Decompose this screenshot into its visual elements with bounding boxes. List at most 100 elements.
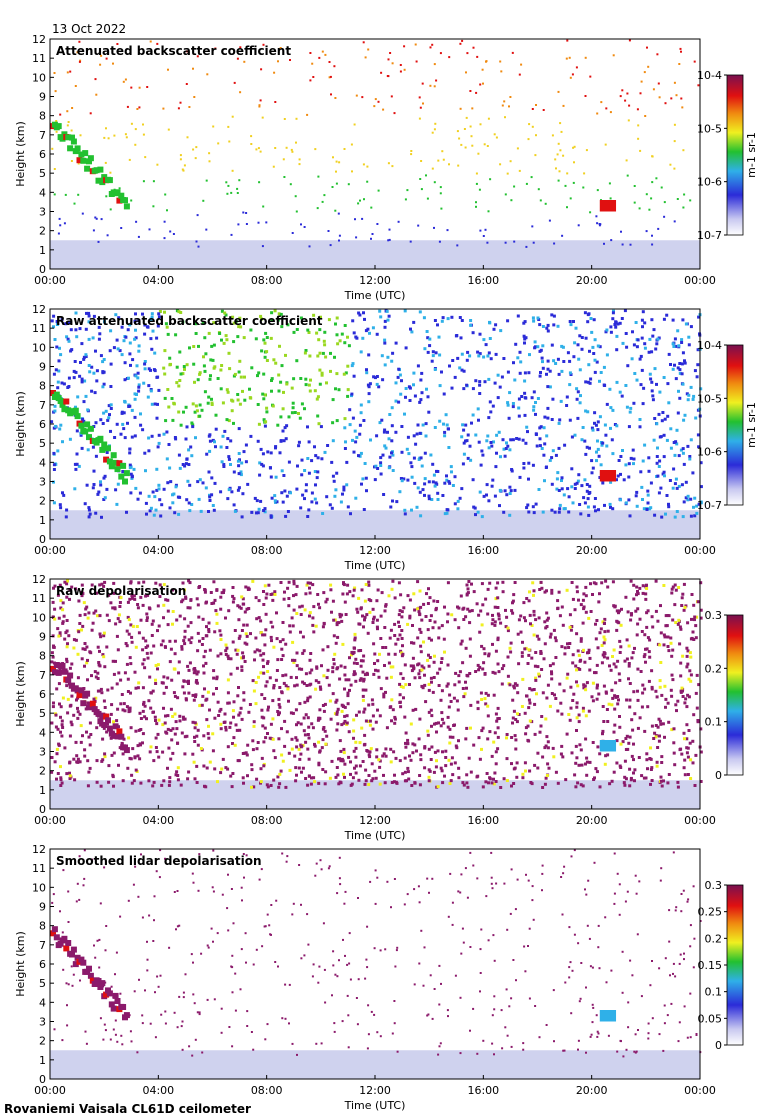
panel-title: Raw attenuated backscatter coefficient	[56, 314, 323, 328]
y-axis-label: Height (km)	[14, 661, 27, 727]
colorbar-tick-label: 10-7	[697, 499, 722, 512]
y-tick-label: 8	[39, 920, 46, 933]
y-tick-label: 11	[32, 322, 46, 335]
x-tick-label: 04:00	[142, 1084, 174, 1097]
y-tick-label: 3	[39, 746, 46, 759]
y-tick-label: 8	[39, 380, 46, 393]
y-tick-label: 4	[39, 186, 46, 199]
y-tick-label: 6	[39, 688, 46, 701]
colorbar-tick-label: 10-5	[697, 122, 722, 135]
heatmap-cells	[50, 579, 703, 789]
y-tick-label: 2	[39, 1035, 46, 1048]
y-tick-label: 8	[39, 650, 46, 663]
boundary-layer-band	[50, 1050, 700, 1079]
plot-frame	[49, 38, 701, 270]
heatmap-cells	[51, 39, 700, 248]
heatmap-cells	[50, 309, 703, 519]
y-tick-label: 9	[39, 901, 46, 914]
x-tick-label: 04:00	[142, 814, 174, 827]
colorbar-tick-label: 10-5	[697, 392, 722, 405]
x-tick-label: 08:00	[251, 544, 283, 557]
panel-title: Smoothed lidar depolarisation	[56, 854, 262, 868]
x-tick-label: 00:00	[34, 544, 66, 557]
x-tick-label: 00:00	[34, 1084, 66, 1097]
x-tick-label: 12:00	[359, 1084, 391, 1097]
cloud-feature	[50, 926, 617, 1022]
y-tick-label: 5	[39, 437, 46, 450]
y-tick-label: 6	[39, 148, 46, 161]
y-tick-label: 12	[32, 33, 46, 46]
y-tick-label: 10	[32, 71, 46, 84]
colorbar-tick-label: 0.1	[705, 716, 723, 729]
y-tick-label: 0	[39, 533, 46, 546]
y-tick-label: 3	[39, 206, 46, 219]
y-tick-label: 9	[39, 91, 46, 104]
x-tick-label: 00:00	[684, 544, 716, 557]
colorbar-tick-label: 0.2	[705, 662, 723, 675]
colorbar-unit: m-1 sr-1	[745, 132, 758, 178]
x-tick-label: 00:00	[34, 814, 66, 827]
boundary-layer-band	[50, 510, 700, 539]
x-tick-label: 08:00	[251, 1084, 283, 1097]
colorbar-tick-label: 10-4	[697, 69, 722, 82]
y-axis-label: Height (km)	[14, 391, 27, 457]
y-tick-label: 4	[39, 726, 46, 739]
colorbar-tick-label: 0.2	[705, 932, 723, 945]
boundary-layer-band	[50, 240, 700, 269]
y-tick-label: 11	[32, 52, 46, 65]
y-tick-label: 5	[39, 977, 46, 990]
y-tick-label: 9	[39, 361, 46, 374]
colorbar	[726, 344, 744, 506]
boundary-layer-band	[50, 780, 700, 809]
cloud-right	[599, 1010, 617, 1022]
colorbar-tick-label: 10-6	[697, 446, 722, 459]
date-label: 13 Oct 2022	[52, 22, 126, 36]
y-tick-label: 3	[39, 1016, 46, 1029]
y-tick-label: 11	[32, 592, 46, 605]
x-tick-label: 04:00	[142, 274, 174, 287]
colorbar-tick-label: 0.3	[705, 879, 723, 892]
x-tick-label: 00:00	[684, 814, 716, 827]
colorbar	[726, 884, 744, 1046]
colorbar	[726, 614, 744, 776]
y-tick-label: 7	[39, 129, 46, 142]
colorbar-tick-label: 0.05	[698, 1012, 723, 1025]
y-tick-label: 10	[32, 611, 46, 624]
colorbar-tick-label: 10-7	[697, 229, 722, 242]
x-tick-label: 16:00	[467, 274, 499, 287]
cloud-right	[599, 740, 617, 752]
colorbar	[726, 74, 744, 236]
colorbar-tick-label: 0.25	[698, 906, 723, 919]
x-axis-label: Time (UTC)	[344, 1099, 406, 1112]
y-tick-label: 4	[39, 996, 46, 1009]
y-tick-label: 4	[39, 456, 46, 469]
y-tick-label: 0	[39, 1073, 46, 1086]
x-tick-label: 20:00	[576, 1084, 608, 1097]
colorbar-tick-label: 0.15	[698, 959, 723, 972]
y-tick-label: 0	[39, 263, 46, 276]
y-axis-label: Height (km)	[14, 931, 27, 997]
y-tick-label: 6	[39, 958, 46, 971]
y-tick-label: 7	[39, 939, 46, 952]
y-tick-label: 5	[39, 707, 46, 720]
y-axis-label: Height (km)	[14, 121, 27, 187]
x-tick-label: 12:00	[359, 274, 391, 287]
x-tick-label: 00:00	[684, 274, 716, 287]
y-tick-label: 1	[39, 244, 46, 257]
y-tick-label: 1	[39, 784, 46, 797]
y-tick-label: 8	[39, 110, 46, 123]
x-tick-label: 16:00	[467, 814, 499, 827]
y-tick-label: 0	[39, 803, 46, 816]
y-tick-label: 2	[39, 225, 46, 238]
cloud-right	[599, 470, 617, 482]
cloud-right	[599, 200, 617, 212]
cloud-feature	[50, 121, 617, 212]
colorbar-tick-label: 0.1	[705, 986, 723, 999]
y-tick-label: 6	[39, 418, 46, 431]
y-tick-label: 10	[32, 881, 46, 894]
colorbar-tick-label: 0.3	[705, 609, 723, 622]
